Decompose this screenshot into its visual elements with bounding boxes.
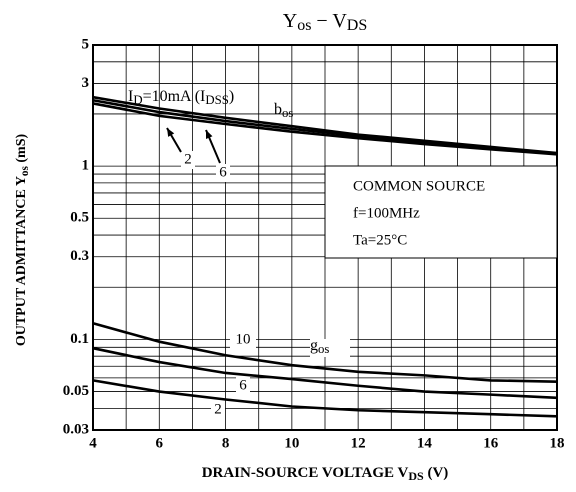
x-axis-label: DRAIN-SOURCE VOLTAGE VDS (V) [202,465,449,483]
x-axis-label-part: DRAIN-SOURCE VOLTAGE V [202,465,409,481]
bos-label-sub: os [282,106,293,120]
condition-text: f=100MHz [353,205,420,221]
y-tick-label: 5 [82,36,90,52]
y-tick-label: 0.03 [63,421,89,437]
gos-label: gos [310,337,329,356]
chart-title-part: Y [283,10,297,32]
y-tick-label: 1 [82,158,90,174]
curve [92,321,558,383]
y-tick-label: 0.5 [70,210,89,226]
curve [92,379,558,418]
chart-title: Yos − VDS [283,10,368,35]
x-tick-label: 14 [417,435,433,451]
x-tick-label: 8 [222,435,230,451]
arrow-head [167,128,175,137]
label-bg [236,377,250,395]
curve [92,346,558,400]
y-axis-label-sub: os [19,165,31,176]
id-label-sub: D [133,93,142,107]
chart-title-sub: os [297,17,311,34]
curve [92,102,558,156]
id-label: ID=10mA (IDSS) [128,88,234,107]
condition-text: COMMON SOURCE [353,178,485,194]
y-tick-label: 0.3 [70,248,89,264]
label-bg [216,164,230,182]
curve-label: 2 [184,151,192,167]
condition-text: Ta=25°C [353,232,407,248]
curve-label: 2 [214,401,222,417]
x-tick-label: 18 [550,435,565,451]
x-tick-label: 10 [284,435,299,451]
gos-label-part: g [310,337,318,354]
gos-label-sub: os [318,342,329,356]
bos-label-part: b [274,101,282,118]
curve-label: 6 [219,164,227,180]
x-tick-label: 4 [89,435,97,451]
id-label-part: ) [229,88,234,105]
y-axis-label: OUTPUT ADMITTANCE Yos (mS) [14,134,31,347]
chart-title-sub: DS [347,17,367,34]
x-tick-label: 16 [483,435,499,451]
curve-label: 10 [236,331,251,347]
y-tick-label: 0.1 [70,331,89,347]
x-tick-label: 12 [351,435,366,451]
id-label-part: =10mA (I [143,88,206,105]
y-tick-label: 0.05 [63,383,89,399]
y-axis-label-part: (mS) [14,134,29,167]
x-axis-label-sub: DS [408,469,424,483]
x-tick-label: 6 [156,435,164,451]
x-axis-label-part: (V) [424,465,449,481]
conditions-box [324,165,558,259]
label-bg [181,151,195,169]
id-label-part: I [128,88,133,105]
chart-title-part: − V [311,10,347,32]
label-bg [230,331,256,349]
bos-label: bos [274,101,293,120]
id-label-sub: DSS [205,93,228,107]
arrow-head [206,130,213,139]
label-bg [310,339,350,357]
y-axis-label-part: OUTPUT ADMITTANCE Y [14,176,29,346]
label-bg [211,401,225,419]
y-tick-label: 3 [82,75,90,91]
curve-label: 6 [239,377,247,393]
